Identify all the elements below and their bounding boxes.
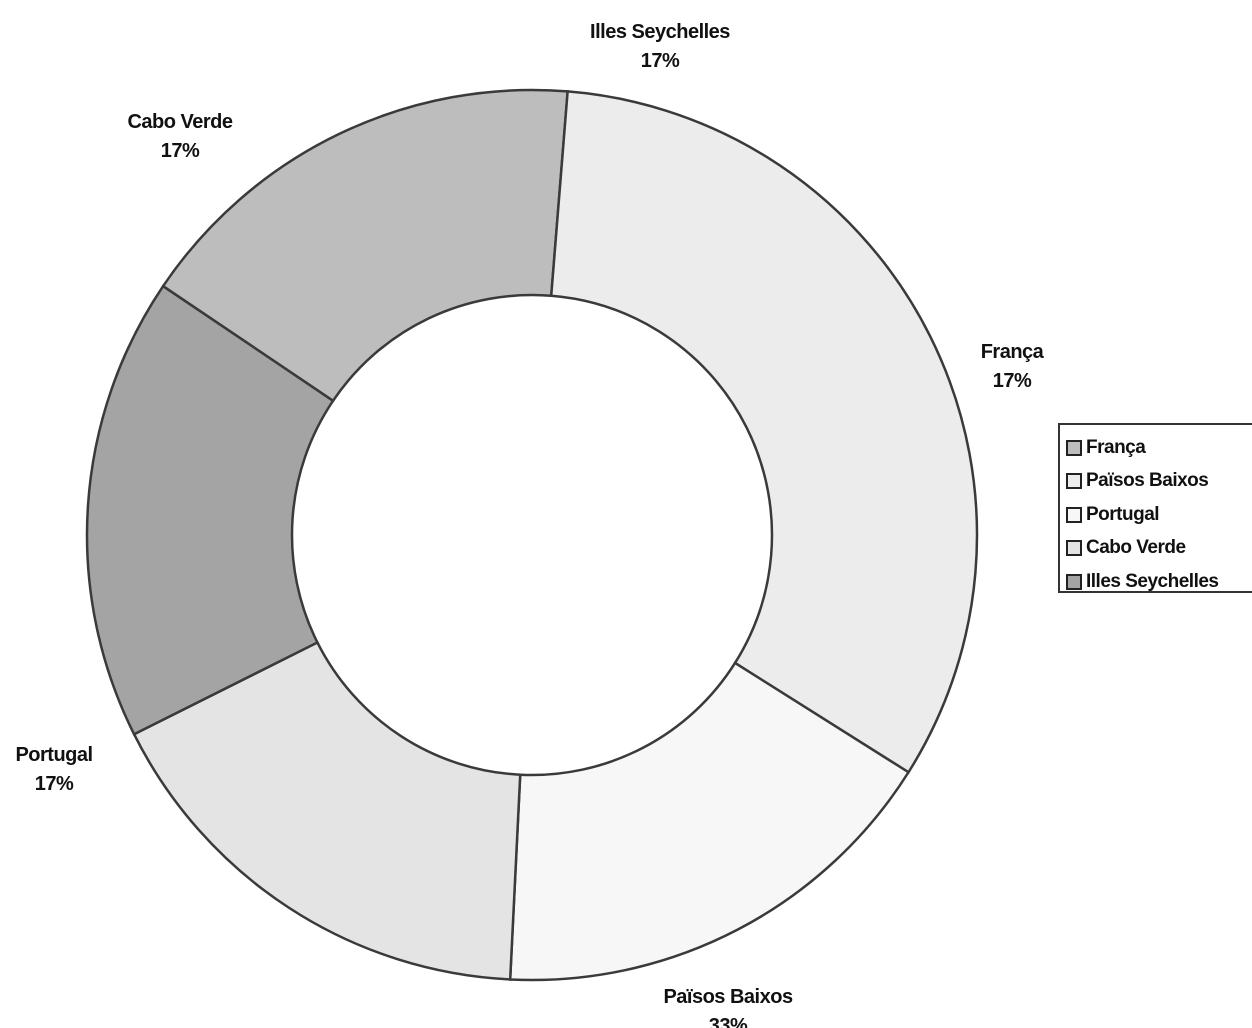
legend-item-illes-seychelles: Illes Seychelles [1066, 565, 1252, 599]
legend-swatch-illes-seychelles [1066, 573, 1082, 590]
chart-legend: França Països Baixos Portugal Cabo Verde… [1058, 423, 1252, 593]
data-label-franca: França [981, 341, 1045, 363]
legend-label-franca: França [1086, 436, 1146, 458]
legend-item-paisos-baixos: Països Baixos [1066, 465, 1252, 499]
legend-swatch-cabo-verde [1066, 540, 1082, 557]
legend-item-cabo-verde: Cabo Verde [1066, 532, 1252, 566]
data-percent-illes-seychelles: 17% [641, 50, 680, 72]
data-percent-cabo-verde: 17% [161, 140, 200, 162]
slice-portugal [508, 661, 911, 982]
slice-franca [161, 88, 569, 403]
data-label-illes-seychelles: Illes Seychelles [590, 21, 730, 43]
data-label-cabo-verde: Cabo Verde [127, 111, 232, 133]
data-percent-paisos-baixos: 33% [709, 1015, 748, 1028]
slice-paisos-baixos [549, 90, 979, 774]
legend-item-franca: França [1066, 431, 1252, 465]
legend-swatch-franca [1066, 439, 1082, 456]
legend-label-illes-seychelles: Illes Seychelles [1086, 570, 1219, 592]
data-percent-franca: 17% [993, 370, 1032, 392]
data-label-portugal: Portugal [15, 744, 92, 766]
legend-label-cabo-verde: Cabo Verde [1086, 537, 1186, 559]
data-percent-portugal: 17% [35, 773, 74, 795]
slice-illes-seychelles [85, 284, 335, 736]
data-label-paisos-baixos: Països Baixos [663, 986, 793, 1008]
legend-item-portugal: Portugal [1066, 498, 1252, 532]
legend-label-portugal: Portugal [1086, 503, 1160, 525]
legend-swatch-portugal [1066, 506, 1082, 523]
legend-swatch-paisos-baixos [1066, 473, 1082, 490]
legend-label-paisos-baixos: Països Baixos [1086, 470, 1209, 492]
slice-cabo-verde [132, 640, 522, 981]
